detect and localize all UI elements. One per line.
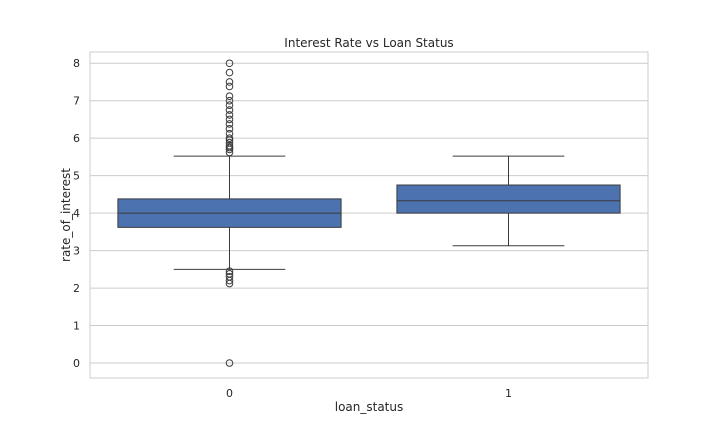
outlier-point xyxy=(225,111,234,119)
outlier-point xyxy=(225,148,234,157)
outlier-point xyxy=(225,78,234,86)
outlier-point xyxy=(225,68,234,77)
outlier-point xyxy=(225,136,234,144)
outlier-point xyxy=(225,145,234,154)
outlier-point xyxy=(225,101,234,110)
outlier-point xyxy=(225,359,234,367)
y-tick-label: 8 xyxy=(73,57,80,70)
x-axis-label: loan_status xyxy=(335,400,404,414)
outlier-point xyxy=(225,120,234,128)
y-tick-label: 2 xyxy=(73,282,80,295)
chart-title: Interest Rate vs Loan Status xyxy=(284,36,453,50)
outlier-point xyxy=(225,115,234,124)
x-tick-label: 0 xyxy=(226,387,233,400)
y-tick-label: 7 xyxy=(73,95,80,108)
iqr-box xyxy=(396,184,621,214)
box-plots xyxy=(117,59,621,367)
outlier-point xyxy=(225,125,234,133)
outlier-point xyxy=(225,267,234,276)
plot-area-frame xyxy=(89,51,649,379)
outlier-point xyxy=(225,106,234,114)
outlier-point xyxy=(225,82,234,91)
outlier-point xyxy=(225,276,234,285)
outlier-point xyxy=(225,92,234,101)
y-tick-label: 1 xyxy=(73,320,80,333)
y-axis-ticks: 0 1 2 3 4 5 6 7 8 xyxy=(73,57,80,370)
y-tick-label: 6 xyxy=(73,132,80,145)
box-plot-1 xyxy=(396,155,621,247)
y-tick-label: 3 xyxy=(73,245,80,258)
x-tick-label: 1 xyxy=(505,387,512,400)
y-tick-label: 5 xyxy=(73,170,80,183)
y-axis-label: rate_of_interest xyxy=(59,168,73,262)
box-plot-0 xyxy=(117,59,342,367)
y-tick-label: 4 xyxy=(73,207,80,220)
outlier-point xyxy=(225,59,234,68)
y-tick-label: 0 xyxy=(73,357,80,370)
outlier-point xyxy=(225,96,234,105)
outlier-point xyxy=(225,279,234,288)
